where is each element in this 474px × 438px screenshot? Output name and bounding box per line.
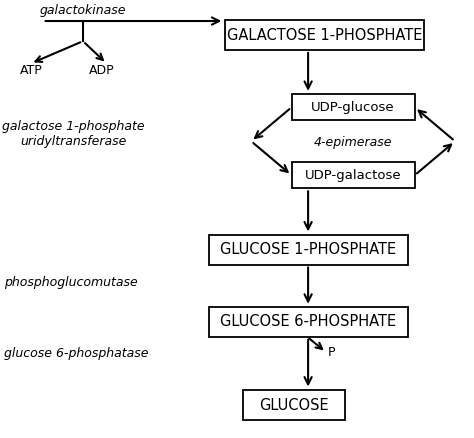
Text: GALACTOSE 1-PHOSPHATE: GALACTOSE 1-PHOSPHATE <box>227 28 422 42</box>
Text: GLUCOSE 1-PHOSPHATE: GLUCOSE 1-PHOSPHATE <box>220 242 396 257</box>
FancyBboxPatch shape <box>209 235 408 265</box>
Text: P: P <box>328 346 336 359</box>
Text: ADP: ADP <box>89 64 115 78</box>
Text: 4-epimerase: 4-epimerase <box>314 136 392 149</box>
FancyBboxPatch shape <box>209 307 408 337</box>
Text: phosphoglucomutase: phosphoglucomutase <box>4 276 138 289</box>
Text: galactose 1-phosphate
uridyltransferase: galactose 1-phosphate uridyltransferase <box>2 120 145 148</box>
Text: ATP: ATP <box>19 64 42 78</box>
Text: UDP-galactose: UDP-galactose <box>305 169 401 182</box>
FancyBboxPatch shape <box>292 94 415 120</box>
Text: GLUCOSE 6-PHOSPHATE: GLUCOSE 6-PHOSPHATE <box>220 314 396 329</box>
FancyBboxPatch shape <box>243 390 345 420</box>
FancyBboxPatch shape <box>292 162 415 188</box>
Text: GLUCOSE: GLUCOSE <box>259 398 328 413</box>
Text: UDP-glucose: UDP-glucose <box>311 101 395 114</box>
FancyBboxPatch shape <box>225 20 424 50</box>
Text: galactokinase: galactokinase <box>40 4 126 18</box>
Text: glucose 6-phosphatase: glucose 6-phosphatase <box>4 347 148 360</box>
